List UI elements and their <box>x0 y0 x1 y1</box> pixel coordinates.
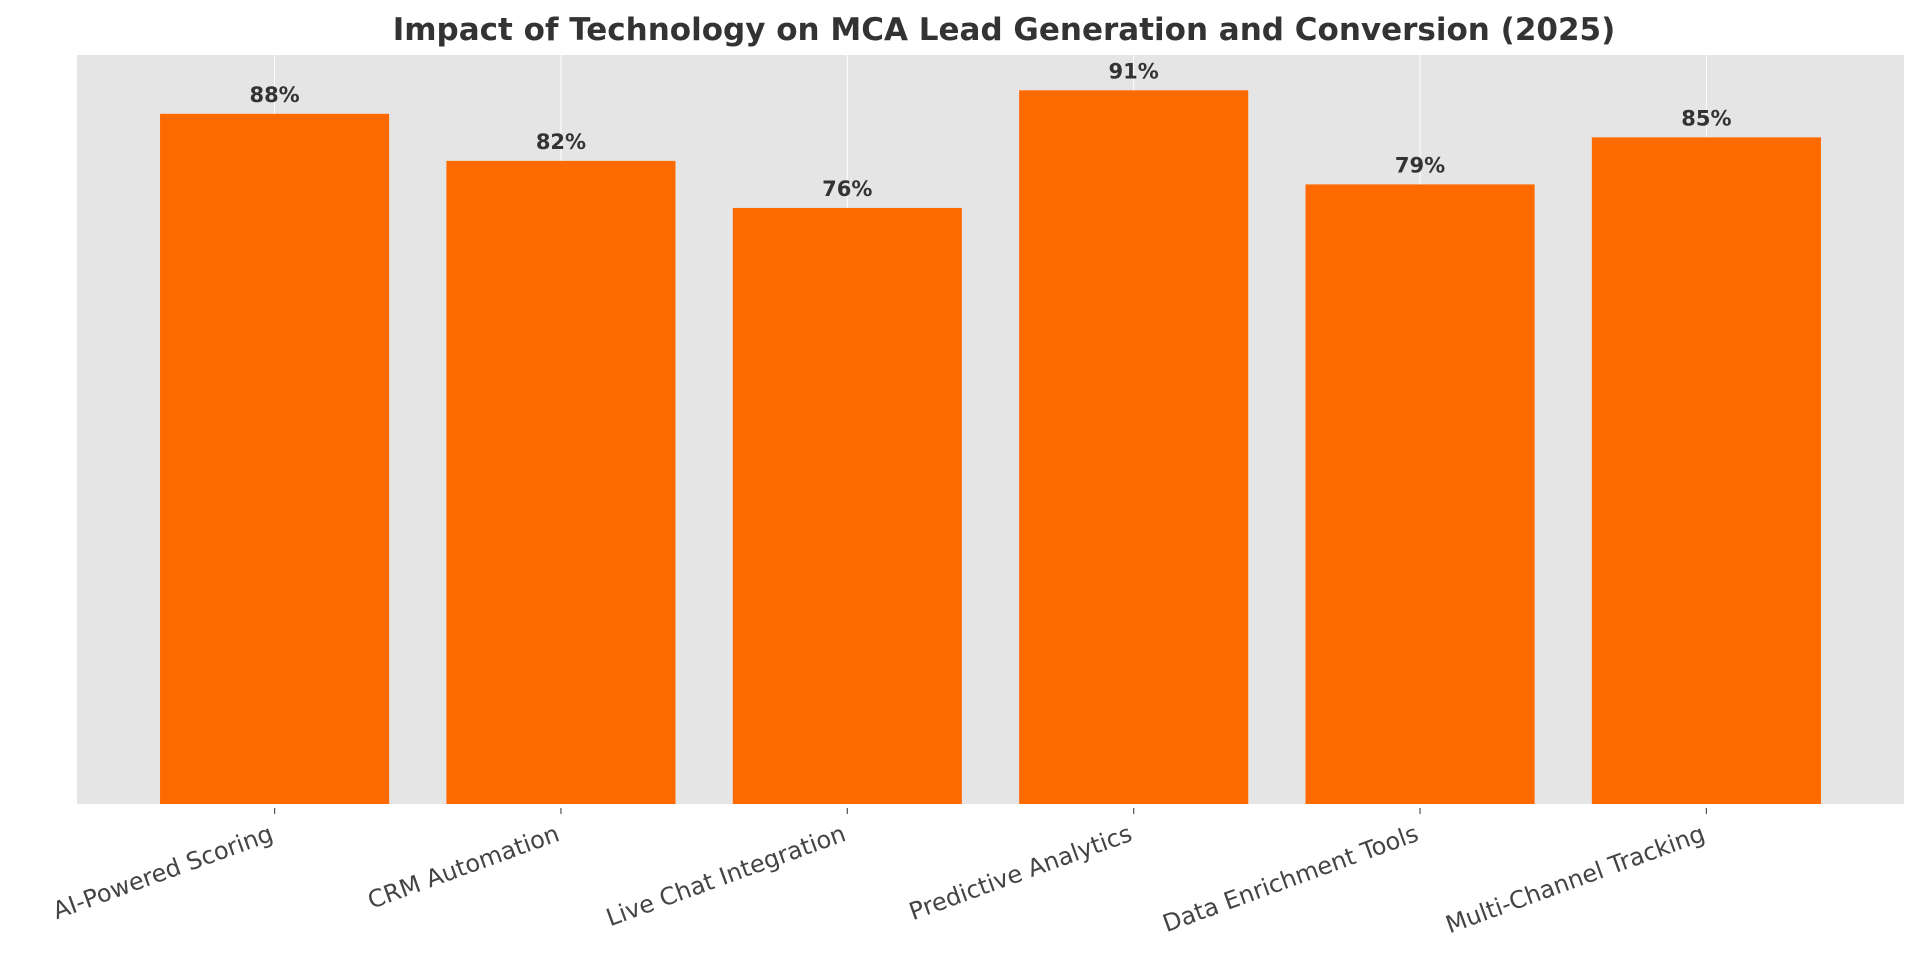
value-label: 91% <box>1109 59 1159 83</box>
chart-title: Impact of Technology on MCA Lead Generat… <box>393 12 1616 48</box>
value-labels: 88% 82% 76% 91% 79% 85% <box>249 59 1731 201</box>
bar <box>1019 90 1249 804</box>
bar <box>1591 137 1821 805</box>
x-tick-label: Predictive Analytics <box>905 819 1135 926</box>
value-label: 85% <box>1681 106 1731 130</box>
bar <box>446 160 676 804</box>
x-tick-label: Data Enrichment Tools <box>1159 819 1422 938</box>
x-axis: AI-Powered Scoring CRM Automation Live Cha… <box>49 808 1708 939</box>
bar <box>1305 184 1535 804</box>
value-label: 79% <box>1395 153 1445 177</box>
x-tick-label: CRM Automation <box>364 819 563 914</box>
x-tick-label: Live Chat Integration <box>602 819 849 932</box>
bar <box>160 113 390 804</box>
value-label: 76% <box>822 177 872 201</box>
x-tick-label: Multi-Channel Tracking <box>1442 819 1708 939</box>
value-label: 88% <box>249 83 299 107</box>
x-tick-label: AI-Powered Scoring <box>49 819 277 925</box>
value-label: 82% <box>536 130 586 154</box>
bar <box>732 207 962 804</box>
bars <box>160 90 1821 805</box>
